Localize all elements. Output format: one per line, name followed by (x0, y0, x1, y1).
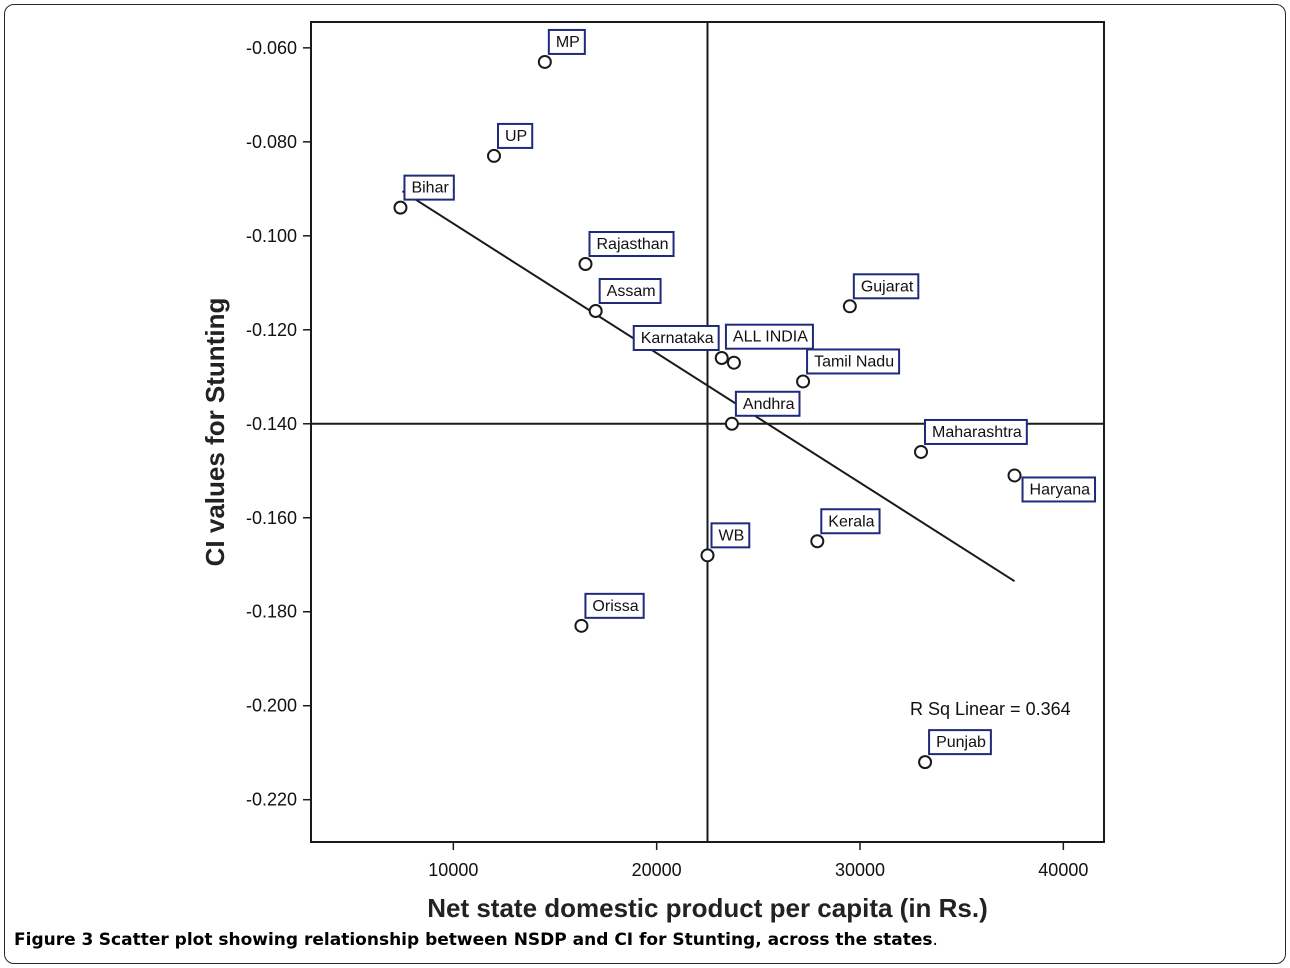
data-point-marker (700, 548, 715, 563)
point-label: Assam (607, 283, 656, 300)
y-axis-ticks: -0.060 -0.080 -0.100 -0.120 -0.140 -0.160 -0.1… (246, 38, 311, 810)
figure-caption: Figure 3 Scatter plot showing relationsh… (14, 930, 938, 950)
r-squared-annotation: R Sq Linear = 0.364 (910, 699, 1071, 719)
point-label: Kerala (828, 513, 874, 530)
y-tick-label: -0.080 (246, 132, 297, 152)
data-point-marker (574, 618, 589, 633)
data-point-marker (588, 303, 603, 318)
point-label: Punjab (936, 734, 986, 751)
point-label-box: Assam (598, 277, 662, 304)
point-label-box: Gujarat (852, 273, 920, 300)
y-tick-label: -0.120 (246, 320, 297, 340)
label-box-border (924, 418, 1028, 445)
label-box-border (497, 122, 534, 149)
caption-label: Figure 3 (14, 930, 94, 950)
regression-line (401, 190, 1016, 583)
point-label-box: WB (710, 522, 751, 549)
point-label-box: Karnataka (632, 324, 720, 351)
point-label: WB (719, 527, 745, 544)
point-labels: MP UP Bihar Rajasthan Assam Gujarat ALL INDIA K… (403, 28, 1097, 756)
x-tick-label: 20000 (632, 860, 682, 880)
point-label-box: MP (547, 28, 586, 55)
label-box-border (724, 323, 814, 350)
data-point-marker (810, 534, 825, 549)
point-label: Gujarat (861, 278, 914, 295)
point-label: Tamil Nadu (814, 353, 894, 370)
caption-text: Scatter plot showing relationship betwee… (98, 930, 933, 950)
plot-area-border (310, 21, 1105, 843)
caption-end: . (932, 930, 938, 950)
y-tick-label: -0.180 (246, 602, 297, 622)
label-box-border (806, 348, 901, 375)
data-points (393, 54, 1022, 770)
x-tick-label: 30000 (835, 860, 885, 880)
point-label-box: Haryana (1021, 476, 1097, 503)
label-box-border (928, 729, 992, 756)
point-label-box: Orissa (584, 592, 645, 619)
point-label: Karnataka (641, 330, 714, 347)
data-point-marker (1007, 468, 1022, 483)
x-tick-label: 10000 (428, 860, 478, 880)
data-point-marker (537, 54, 552, 69)
label-box-border (588, 231, 675, 258)
point-label: Maharashtra (932, 424, 1022, 441)
x-axis-title: Net state domestic product per capita (i… (427, 893, 988, 923)
data-point-marker (842, 299, 857, 314)
point-label-box: Rajasthan (588, 231, 675, 258)
label-box-border (820, 508, 881, 535)
data-point-marker (714, 350, 729, 365)
point-label: MP (556, 34, 580, 51)
data-point-marker (918, 755, 933, 770)
label-box-border (710, 522, 751, 549)
point-label-box: Maharashtra (924, 418, 1028, 445)
point-label-box: Punjab (928, 729, 992, 756)
point-label: ALL INDIA (733, 329, 808, 346)
point-label: Andhra (743, 396, 795, 413)
y-tick-label: -0.220 (246, 790, 297, 810)
label-box-border (403, 174, 455, 201)
point-label: Haryana (1030, 481, 1091, 498)
label-box-border (584, 592, 645, 619)
point-label: Rajasthan (597, 236, 669, 253)
data-point-marker (726, 355, 741, 370)
point-label-box: Bihar (403, 174, 455, 201)
point-label: Bihar (411, 180, 449, 197)
y-tick-label: -0.060 (246, 38, 297, 58)
label-box-border (598, 277, 662, 304)
figure-frame (4, 4, 1286, 964)
y-tick-label: -0.200 (246, 696, 297, 716)
data-point-marker (796, 374, 811, 389)
data-point-marker (487, 148, 501, 163)
point-label-box: Kerala (820, 508, 881, 535)
data-point-marker (393, 200, 408, 215)
x-tick-label: 40000 (1038, 860, 1088, 880)
x-axis-ticks: 10000 20000 30000 40000 (428, 842, 1088, 880)
point-label-box: Andhra (734, 390, 801, 417)
point-label: Orissa (592, 598, 638, 615)
data-point-marker (914, 444, 928, 459)
y-tick-label: -0.160 (246, 508, 297, 528)
label-box-border (547, 28, 586, 55)
point-label-box: ALL INDIA (724, 323, 814, 350)
data-point-marker (578, 257, 593, 272)
point-label-box: UP (497, 122, 534, 149)
scatter-chart: MP UP Bihar Rajasthan Assam Gujarat ALL INDIA K… (200, 21, 1105, 923)
label-box-border (1021, 476, 1097, 503)
fit-line-group (401, 190, 1016, 583)
y-axis-title: CI values for Stunting (200, 298, 230, 567)
data-point-marker (724, 416, 739, 431)
y-tick-label: -0.140 (246, 414, 297, 434)
label-box-border (734, 390, 801, 417)
label-box-border (852, 273, 920, 300)
point-label: UP (505, 128, 527, 145)
label-box-border (632, 324, 720, 351)
y-tick-label: -0.100 (246, 226, 297, 246)
point-label-box: Tamil Nadu (806, 348, 901, 375)
